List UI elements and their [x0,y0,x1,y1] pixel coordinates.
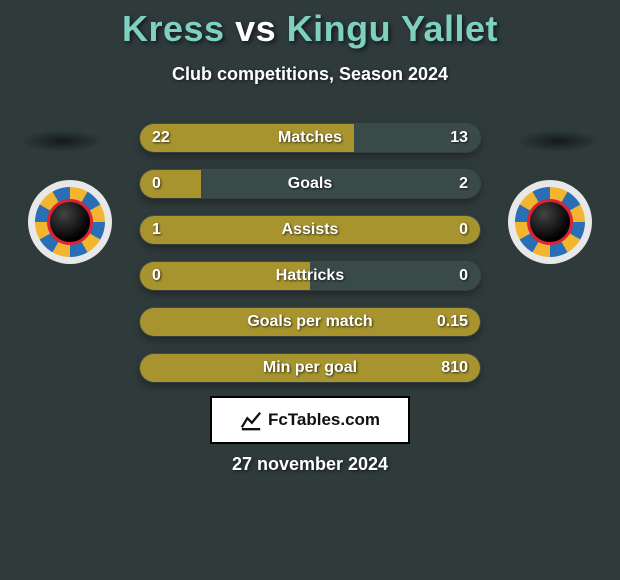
stat-value-right: 2 [459,170,468,198]
stat-value-right: 0 [459,262,468,290]
stat-label: Goals per match [140,308,480,336]
player1-name: Kress [122,8,225,49]
stat-row: 0Goals2 [140,170,480,198]
stat-label: Goals [140,170,480,198]
stat-value-right: 0.15 [437,308,468,336]
vs-label: vs [235,8,276,49]
stat-value-right: 0 [459,216,468,244]
stat-row: 0Hattricks0 [140,262,480,290]
footer-date: 27 november 2024 [0,454,620,475]
stat-row: 22Matches13 [140,124,480,152]
avatar-shadow-left [20,130,104,152]
subtitle: Club competitions, Season 2024 [0,64,620,85]
stats-bars: 22Matches130Goals21Assists00Hattricks0Go… [140,124,480,400]
comparison-card: Kress vs Kingu Yallet Club competitions,… [0,0,620,580]
branding-badge: FcTables.com [210,396,410,444]
branding-text: FcTables.com [268,410,380,430]
player2-avatar [508,180,592,264]
stat-label: Assists [140,216,480,244]
player2-name: Kingu Yallet [287,8,498,49]
stat-label: Matches [140,124,480,152]
avatar-shadow-right [516,130,600,152]
club-badge-icon [35,187,105,257]
page-title: Kress vs Kingu Yallet [0,0,620,50]
stat-label: Min per goal [140,354,480,382]
stat-value-right: 13 [450,124,468,152]
stat-value-right: 810 [441,354,468,382]
player1-avatar [28,180,112,264]
stat-row: 1Assists0 [140,216,480,244]
stat-label: Hattricks [140,262,480,290]
stat-row: Goals per match0.15 [140,308,480,336]
chart-icon [240,409,262,431]
stat-row: Min per goal810 [140,354,480,382]
club-badge-icon [515,187,585,257]
